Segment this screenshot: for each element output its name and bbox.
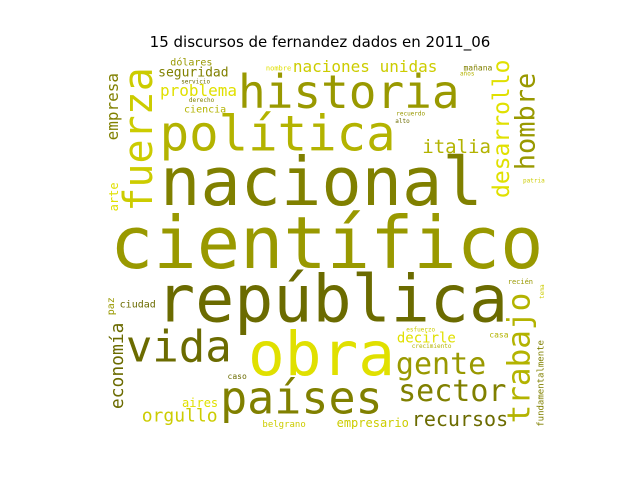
chart-title: 15 discursos de fernandez dados en 2011_… [149,33,491,51]
word-economía: economía [107,322,128,409]
word-patria: patria [523,177,545,184]
word-caso: caso [228,372,247,381]
word-seguridad: seguridad [158,65,228,80]
word-aires: aires [182,396,218,410]
word-recién: recién [508,278,533,286]
word-científico: científico [110,201,543,285]
word-alto: alto [395,118,410,125]
word-obra: obra [248,319,395,390]
word-decirle: decirle [397,330,456,346]
word-paz: paz [106,297,117,315]
word-república: república [156,263,508,338]
word-mañana: mañana [463,63,492,72]
word-países: países [220,372,383,425]
word-vida: vida [126,322,232,373]
word-cloud: científico nacional república obra fuerza pol… [106,57,546,429]
word-recursos: recursos [412,407,508,429]
word-dólares: dólares [170,57,212,69]
word-historia: historia [238,65,460,119]
word-desarrollo: desarrollo [489,60,515,198]
word-gente: gente [396,347,486,382]
word-tema: tema [539,284,546,299]
word-casa: casa [489,331,508,340]
word-fundamentalmente: fundamentalmente [537,340,546,427]
word-problema: problema [160,81,237,100]
word-belgrano: belgrano [262,420,305,429]
word-trabajo: trabajo [502,293,538,424]
word-ciencia: ciencia [184,105,226,116]
word-hombre: hombre [510,73,541,171]
word-crecimiento: crecimiento [412,343,452,350]
word-empresa: empresa [106,73,122,140]
word-años: años [460,71,475,78]
word-política: política [160,105,396,162]
word-esfuerzo: esfuerzo [406,326,435,333]
word-italia: italia [422,136,491,158]
word-servicio: servicio [181,78,210,85]
word-empresario: empresario [337,416,409,429]
word-orgullo: orgullo [142,406,218,427]
word-naciones-unidas: naciones unidas [293,57,438,76]
word-fuerza: fuerza [116,67,162,212]
word-derecho: derecho [189,97,215,104]
word-nombre: nombre [266,64,291,72]
word-ciudad: ciudad [120,299,156,310]
word-sector: sector [398,374,506,409]
word-recuerdo: recuerdo [396,111,425,118]
word-arte: arte [107,182,121,211]
word-nacional: nacional [160,143,483,221]
